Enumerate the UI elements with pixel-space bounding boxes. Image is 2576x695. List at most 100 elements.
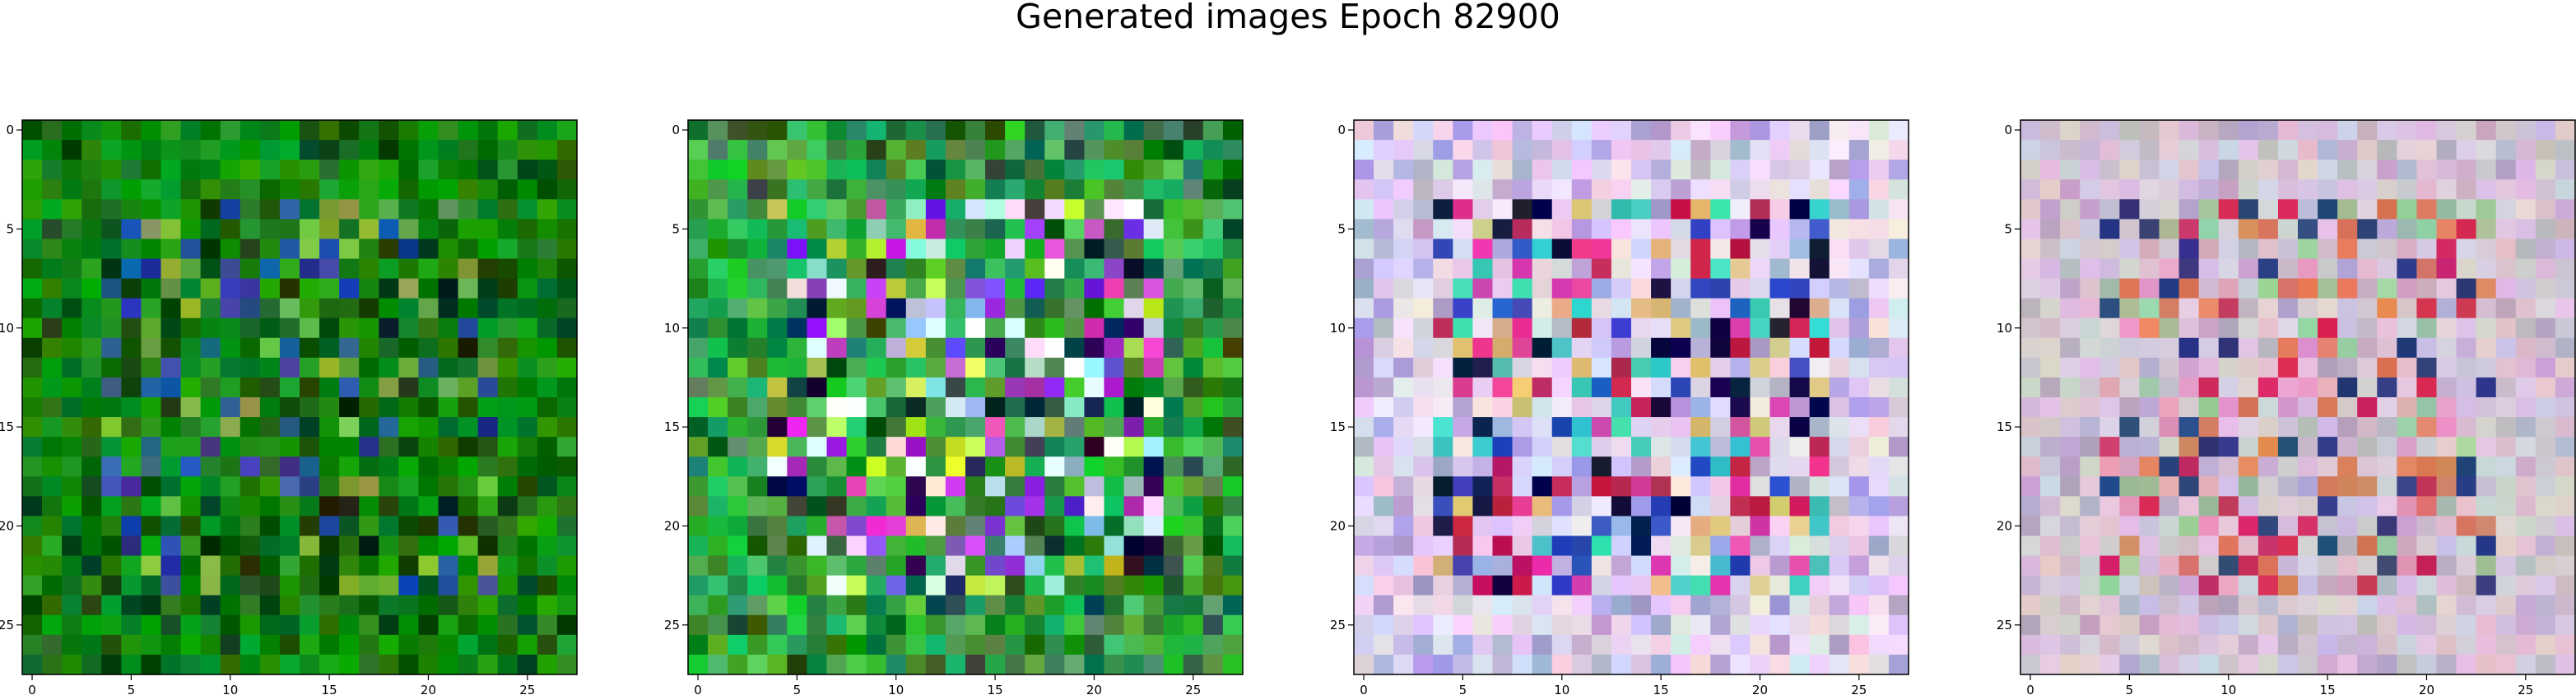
pixel-cell: [2377, 595, 2397, 616]
pixel-cell: [497, 555, 518, 577]
pixel-cell: [2198, 298, 2220, 319]
pixel-cell: [1084, 476, 1105, 497]
pixel-cell: [2159, 456, 2180, 477]
pixel-cell: [1532, 595, 1553, 616]
pixel-cell: [945, 120, 966, 141]
pixel-cell: [985, 516, 1006, 537]
pixel-cell: [1809, 634, 1830, 656]
pixel-cell: [1750, 535, 1771, 557]
pixel-cell: [1005, 417, 1025, 438]
pixel-cell: [1631, 160, 1652, 180]
pixel-cell: [2178, 239, 2200, 260]
pixel-cell: [42, 634, 63, 656]
pixel-cell: [1730, 456, 1751, 477]
pixel-cell: [1750, 298, 1771, 319]
pixel-cell: [925, 298, 946, 319]
pixel-cell: [1671, 555, 1691, 577]
pixel-cell: [1571, 417, 1593, 438]
pixel-cell: [239, 298, 261, 319]
pixel-cell: [2277, 516, 2299, 537]
pixel-cell: [438, 476, 459, 497]
pixel-cell: [886, 377, 907, 398]
pixel-cell: [1750, 437, 1771, 457]
pixel-cell: [1789, 397, 1811, 418]
pixel-cell: [2119, 437, 2141, 457]
pixel-cell: [1829, 357, 1850, 378]
pixel-cell: [2099, 258, 2120, 280]
pixel-cell: [2080, 614, 2100, 636]
pixel-cell: [1453, 199, 1474, 220]
pixel-cell: [925, 317, 946, 339]
pixel-cell: [2456, 654, 2477, 675]
pixel-cell: [945, 179, 966, 200]
pixel-cell: [2178, 496, 2200, 517]
pixel-cell: [925, 199, 946, 220]
pixel-cell: [2535, 160, 2556, 180]
pixel-cell: [1829, 535, 1850, 557]
pixel-cell: [2476, 298, 2497, 319]
pixel-cell: [1750, 239, 1771, 260]
pixel-cell: [2298, 397, 2318, 418]
pixel-cell: [220, 317, 241, 339]
pixel-cell: [359, 575, 379, 596]
pixel-cell: [1888, 258, 1909, 280]
pixel-cell: [708, 357, 728, 378]
pixel-cell: [2476, 357, 2497, 378]
pixel-cell: [2318, 120, 2338, 141]
pixel-cell: [62, 140, 82, 160]
pixel-cell: [497, 476, 518, 497]
pixel-cell: [1084, 397, 1105, 418]
pixel-cell: [866, 417, 887, 438]
pixel-cell: [2020, 317, 2041, 339]
pixel-cell: [339, 239, 360, 260]
pixel-cell: [1551, 377, 1573, 398]
pixel-cell: [846, 476, 867, 497]
pixel-cell: [1025, 476, 1045, 497]
pixel-cell: [1551, 496, 1573, 517]
pixel-cell: [1868, 496, 1890, 517]
pixel-cell: [438, 595, 459, 616]
pixel-cell: [2495, 417, 2517, 438]
pixel-cell: [1868, 634, 1890, 656]
pixel-cell: [2139, 278, 2160, 299]
pixel-cell: [359, 654, 379, 675]
pixel-cell: [2178, 397, 2200, 418]
pixel-cell: [2099, 476, 2120, 497]
pixel-cell: [2298, 634, 2318, 656]
pixel-cell: [1222, 437, 1244, 457]
pixel-cell: [398, 120, 420, 141]
pixel-cell: [2257, 496, 2279, 517]
pixel-cell: [180, 357, 202, 378]
pixel-cell: [1532, 317, 1553, 339]
pixel-cell: [2357, 456, 2378, 477]
pixel-cell: [101, 377, 122, 398]
pixel-cell: [2298, 120, 2318, 141]
pixel-cell: [1532, 179, 1553, 200]
pixel-cell: [1730, 614, 1751, 636]
pixel-cell: [1769, 317, 1791, 339]
pixel-cell: [787, 516, 808, 537]
pixel-cell: [1769, 239, 1791, 260]
pixel-cell: [2377, 417, 2397, 438]
pixel-cell: [200, 614, 221, 636]
pixel-cell: [1492, 317, 1514, 339]
pixel-cell: [101, 219, 122, 240]
pixel-cell: [2298, 219, 2318, 240]
pixel-cell: [200, 298, 221, 319]
pixel-cell: [886, 634, 907, 656]
pixel-cell: [1084, 437, 1105, 457]
pixel-cell: [81, 575, 102, 596]
pixel-cell: [2020, 437, 2041, 457]
pixel-cell: [1492, 179, 1514, 200]
pixel-cell: [728, 199, 748, 220]
pixel-cell: [1868, 160, 1890, 180]
pixel-cell: [1690, 555, 1711, 577]
pixel-cell: [1512, 614, 1533, 636]
pixel-cell: [985, 417, 1006, 438]
pixel-cell: [279, 140, 300, 160]
pixel-cell: [1591, 555, 1612, 577]
pixel-cell: [787, 456, 808, 477]
pixel-cell: [200, 219, 221, 240]
pixel-cell: [121, 377, 142, 398]
pixel-cell: [220, 397, 241, 418]
